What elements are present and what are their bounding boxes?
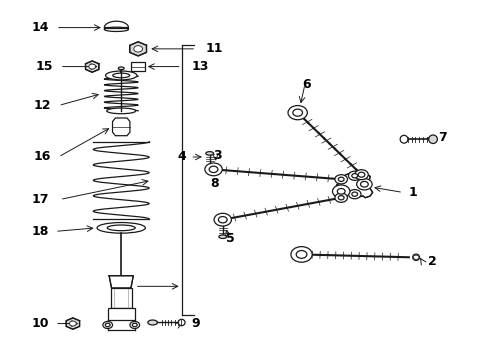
Circle shape xyxy=(296,251,306,258)
Circle shape xyxy=(89,64,95,69)
Circle shape xyxy=(337,189,345,194)
Text: 15: 15 xyxy=(36,60,53,73)
FancyBboxPatch shape xyxy=(107,307,135,320)
Text: 18: 18 xyxy=(31,225,49,238)
Circle shape xyxy=(338,195,344,200)
Circle shape xyxy=(332,185,349,198)
Ellipse shape xyxy=(178,319,184,326)
Polygon shape xyxy=(129,42,146,56)
Circle shape xyxy=(338,177,344,181)
Circle shape xyxy=(351,192,357,196)
Polygon shape xyxy=(66,318,80,329)
FancyBboxPatch shape xyxy=(131,62,144,71)
Text: 11: 11 xyxy=(205,42,223,55)
Ellipse shape xyxy=(428,135,436,144)
Ellipse shape xyxy=(105,71,137,80)
Circle shape xyxy=(292,109,302,116)
Text: 9: 9 xyxy=(191,317,200,330)
Polygon shape xyxy=(104,21,128,28)
Text: 3: 3 xyxy=(213,149,221,162)
Circle shape xyxy=(412,255,418,260)
Circle shape xyxy=(209,166,218,172)
Circle shape xyxy=(334,175,347,184)
Ellipse shape xyxy=(107,225,135,231)
Ellipse shape xyxy=(399,135,407,143)
Circle shape xyxy=(290,247,311,262)
Circle shape xyxy=(348,171,360,180)
Text: 6: 6 xyxy=(302,78,310,91)
Circle shape xyxy=(356,179,371,190)
Ellipse shape xyxy=(147,320,157,325)
Circle shape xyxy=(360,181,367,187)
FancyBboxPatch shape xyxy=(110,288,132,307)
Circle shape xyxy=(357,172,364,177)
Circle shape xyxy=(218,216,226,223)
Ellipse shape xyxy=(118,67,124,70)
Ellipse shape xyxy=(219,235,226,238)
Text: 1: 1 xyxy=(408,186,417,199)
Text: 17: 17 xyxy=(31,193,49,206)
Circle shape xyxy=(134,46,142,52)
Circle shape xyxy=(354,170,367,180)
Ellipse shape xyxy=(106,108,136,114)
Text: 13: 13 xyxy=(191,60,208,73)
Polygon shape xyxy=(336,173,372,198)
Text: 7: 7 xyxy=(437,131,446,144)
Polygon shape xyxy=(112,118,130,136)
Ellipse shape xyxy=(104,27,128,31)
Ellipse shape xyxy=(113,73,129,78)
Polygon shape xyxy=(109,276,133,288)
Ellipse shape xyxy=(205,152,213,155)
Circle shape xyxy=(214,213,231,226)
Circle shape xyxy=(130,321,139,329)
Circle shape xyxy=(351,174,357,178)
Text: 14: 14 xyxy=(31,21,49,34)
Circle shape xyxy=(348,190,360,199)
Circle shape xyxy=(287,105,307,120)
Polygon shape xyxy=(85,61,99,72)
Ellipse shape xyxy=(412,254,419,260)
Circle shape xyxy=(204,163,222,176)
Text: 12: 12 xyxy=(34,99,51,112)
Text: 8: 8 xyxy=(210,177,219,190)
Circle shape xyxy=(132,323,137,327)
Text: 4: 4 xyxy=(177,150,186,163)
Text: 5: 5 xyxy=(225,232,234,245)
Text: 10: 10 xyxy=(31,317,49,330)
Ellipse shape xyxy=(97,222,145,233)
Text: 2: 2 xyxy=(427,255,436,268)
Circle shape xyxy=(105,323,110,327)
Circle shape xyxy=(69,321,76,326)
Circle shape xyxy=(334,193,347,202)
Circle shape xyxy=(102,321,112,329)
Text: 16: 16 xyxy=(34,150,51,163)
